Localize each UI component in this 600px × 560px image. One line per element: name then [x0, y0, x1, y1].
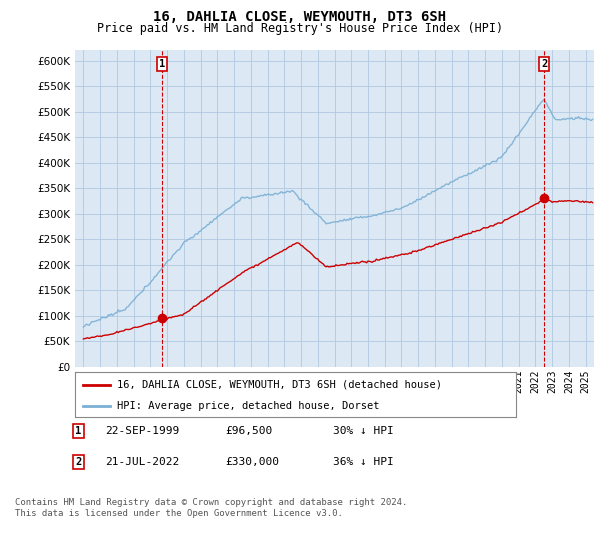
Text: £330,000: £330,000	[225, 457, 279, 467]
Text: 22-SEP-1999: 22-SEP-1999	[105, 426, 179, 436]
Text: 36% ↓ HPI: 36% ↓ HPI	[333, 457, 394, 467]
Text: 2: 2	[75, 457, 81, 467]
Text: Contains HM Land Registry data © Crown copyright and database right 2024.
This d: Contains HM Land Registry data © Crown c…	[15, 498, 407, 518]
Text: 21-JUL-2022: 21-JUL-2022	[105, 457, 179, 467]
Text: 16, DAHLIA CLOSE, WEYMOUTH, DT3 6SH (detached house): 16, DAHLIA CLOSE, WEYMOUTH, DT3 6SH (det…	[117, 380, 442, 390]
Text: Price paid vs. HM Land Registry's House Price Index (HPI): Price paid vs. HM Land Registry's House …	[97, 22, 503, 35]
Text: 1: 1	[75, 426, 81, 436]
Text: HPI: Average price, detached house, Dorset: HPI: Average price, detached house, Dors…	[117, 400, 379, 410]
Text: 16, DAHLIA CLOSE, WEYMOUTH, DT3 6SH: 16, DAHLIA CLOSE, WEYMOUTH, DT3 6SH	[154, 10, 446, 24]
Text: 1: 1	[159, 59, 166, 69]
Text: 2: 2	[541, 59, 548, 69]
Text: 30% ↓ HPI: 30% ↓ HPI	[333, 426, 394, 436]
Text: £96,500: £96,500	[225, 426, 272, 436]
